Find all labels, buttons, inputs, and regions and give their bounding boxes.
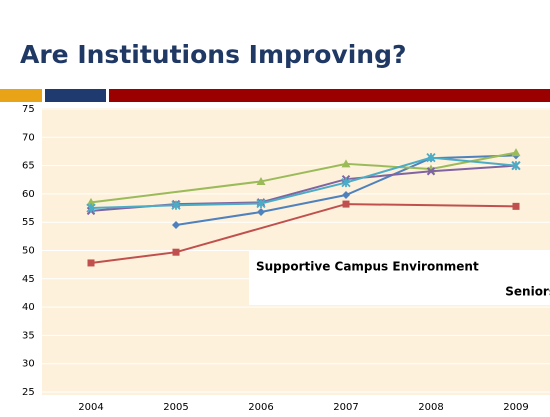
x-tick-label: 2007	[333, 402, 358, 413]
y-tick-label: 30	[22, 359, 35, 370]
y-tick-label: 40	[22, 302, 35, 313]
y-tick-label: 45	[22, 274, 35, 285]
point	[256, 198, 266, 209]
y-tick-label: 70	[22, 132, 35, 143]
y-tick-label: 50	[22, 246, 35, 257]
point	[86, 197, 96, 206]
annotation: Supportive Campus Environment	[256, 260, 479, 274]
point	[86, 203, 96, 213]
accent-bar	[45, 89, 106, 102]
point	[426, 153, 436, 163]
x-tick-label: 2009	[503, 402, 528, 413]
point	[171, 200, 181, 210]
y-tick-label: 60	[22, 189, 35, 200]
point	[342, 191, 350, 200]
y-tick-label: 75	[22, 104, 35, 115]
point	[511, 160, 521, 171]
y-tick-label: 65	[22, 161, 35, 172]
point	[172, 248, 180, 256]
point	[341, 159, 351, 168]
accent-bar	[109, 89, 550, 102]
x-tick-label: 2005	[163, 402, 188, 413]
accent-bar	[0, 89, 42, 102]
point	[341, 177, 351, 188]
point	[342, 200, 350, 208]
point	[172, 221, 180, 230]
y-tick-label: 35	[22, 330, 35, 341]
annotation: Seniors	[505, 285, 550, 299]
point	[512, 202, 520, 210]
y-tick-label: 25	[22, 387, 35, 398]
x-tick-label: 2008	[418, 402, 443, 413]
x-tick-label: 2004	[78, 402, 103, 413]
annotation-box	[249, 250, 550, 305]
point	[256, 176, 266, 185]
series-line	[90, 203, 517, 264]
point	[426, 167, 436, 176]
point	[87, 259, 95, 267]
point	[511, 148, 521, 157]
slide-title: Are Institutions Improving?	[20, 40, 406, 69]
point	[257, 208, 265, 217]
x-tick-label: 2006	[248, 402, 273, 413]
y-tick-label: 55	[22, 217, 35, 228]
series-line	[90, 156, 517, 210]
